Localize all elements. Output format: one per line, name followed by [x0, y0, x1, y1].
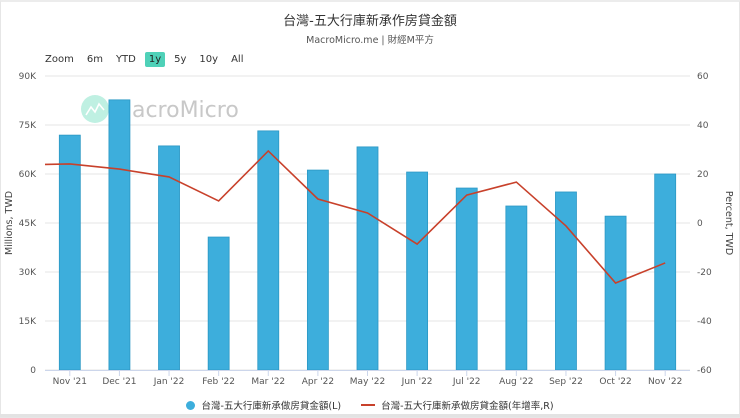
y-left-tick: 60K	[19, 170, 37, 180]
bar[interactable]	[108, 99, 131, 371]
bar[interactable]	[455, 187, 478, 371]
x-tick-label: Mar '22	[251, 377, 285, 387]
y-right-tick: 60	[697, 72, 709, 82]
bar[interactable]	[505, 205, 528, 371]
bar[interactable]	[356, 146, 379, 371]
bar[interactable]	[58, 134, 81, 371]
bar[interactable]	[207, 236, 230, 371]
y-left-tick: 15K	[19, 317, 37, 327]
legend-item-yoy[interactable]: 台灣-五大行庫新承做房貸金額(年增率,R)	[361, 398, 554, 412]
bottom-border	[0, 414, 740, 417]
legend-dot-icon	[186, 400, 196, 410]
legend-item-amount[interactable]: 台灣-五大行庫新承做房貸金額(L)	[186, 398, 341, 412]
chart-title: 台灣-五大行庫新承作房貸金額	[283, 14, 457, 29]
bar[interactable]	[406, 171, 429, 371]
y-left-tick: 45K	[19, 219, 37, 229]
x-tick-label: Feb '22	[202, 377, 235, 387]
zoom-6m-button[interactable]: 6m	[86, 54, 103, 65]
x-tick-label: Jun '22	[401, 377, 433, 387]
y-right-tick: -60	[697, 366, 712, 376]
legend-label-amount: 台灣-五大行庫新承做房貸金額(L)	[201, 401, 342, 412]
zoom-label: Zoom	[45, 54, 74, 65]
chart-line-icon	[85, 102, 105, 116]
legend-line-icon	[361, 404, 376, 406]
y-right-tick: 40	[697, 121, 709, 131]
bar[interactable]	[604, 215, 627, 371]
x-tick-label: Jan '22	[153, 377, 185, 387]
x-tick-label: May '22	[350, 377, 385, 387]
bar[interactable]	[306, 169, 329, 371]
legend-label-yoy: 台灣-五大行庫新承做房貸金額(年增率,R)	[381, 401, 554, 412]
bar[interactable]	[654, 173, 677, 371]
x-tick-label: Oct '22	[599, 377, 631, 387]
zoom-all-button[interactable]: All	[231, 54, 244, 65]
y-right-tick: -40	[697, 317, 712, 327]
y-left-tick: 75K	[19, 121, 37, 131]
y-left-title: Millions, TWD	[4, 191, 15, 255]
x-tick-label: Nov '21	[53, 377, 87, 387]
x-tick-label: Dec '21	[102, 377, 136, 387]
bar[interactable]	[257, 130, 280, 371]
y-left-tick: 90K	[19, 72, 37, 82]
y-right-title: Percent, TWD	[723, 191, 734, 255]
y-right-tick: 0	[697, 219, 703, 229]
y-left-tick: 0	[30, 366, 36, 376]
zoom-selector: Zoom 6m YTD 1y 5y 10y All	[45, 52, 252, 67]
zoom-10y-button[interactable]: 10y	[199, 54, 219, 65]
y-right-tick: 20	[697, 170, 709, 180]
bar[interactable]	[158, 145, 180, 371]
x-tick-label: Nov '22	[648, 377, 682, 387]
legend: 台灣-五大行庫新承做房貸金額(L) 台灣-五大行庫新承做房貸金額(年增率,R)	[0, 398, 740, 412]
chart-subtitle: MacroMicro.me | 財經M平方	[306, 35, 434, 46]
y-right-tick: -20	[697, 268, 712, 278]
x-tick-label: Aug '22	[499, 377, 533, 387]
x-tick-label: Apr '22	[302, 377, 334, 387]
zoom-ytd-button[interactable]: YTD	[115, 54, 136, 65]
x-tick-label: Jul '22	[452, 377, 481, 387]
zoom-1y-button[interactable]: 1y	[144, 52, 166, 67]
y-left-tick: 30K	[19, 268, 37, 278]
yoy-line[interactable]	[44, 149, 666, 284]
svg-text:MacroMicro: MacroMicro	[113, 98, 239, 123]
watermark: MacroMicro	[81, 95, 239, 123]
zoom-5y-button[interactable]: 5y	[174, 54, 187, 65]
x-tick-label: Sep '22	[549, 377, 583, 387]
